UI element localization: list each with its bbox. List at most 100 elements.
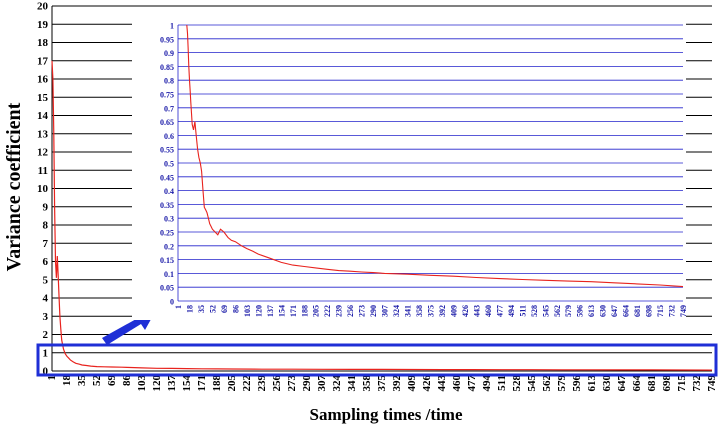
x-tick-label: 749: [706, 375, 718, 392]
inset-gridlines: [177, 24, 683, 302]
x-tick-label: 120: [151, 375, 163, 392]
y-tick-label: 0.2: [164, 242, 174, 251]
x-tick-label: 205: [226, 375, 238, 392]
y-tick-label: 1: [170, 22, 174, 31]
y-tick-label: 16: [37, 74, 49, 86]
y-tick-label: 0.4: [164, 187, 174, 196]
x-tick-label: 103: [243, 305, 252, 317]
x-tick-label: 426: [421, 375, 433, 392]
inset-background: [132, 14, 686, 320]
x-tick-label: 188: [300, 305, 309, 317]
x-tick-label: 494: [507, 305, 516, 317]
x-tick-label: 494: [481, 375, 493, 392]
x-tick-label: 307: [316, 375, 328, 392]
y-tick-label: 10: [37, 183, 49, 195]
y-tick-label: 0.6: [164, 132, 174, 141]
y-tick-label: 6: [43, 256, 49, 268]
x-tick-label: 69: [106, 375, 118, 387]
x-tick-label: 681: [633, 305, 642, 317]
x-tick-label: 613: [587, 305, 596, 317]
x-tick-label: 341: [346, 375, 358, 392]
x-tick-label: 137: [166, 375, 178, 392]
x-tick-label: 426: [461, 305, 470, 317]
y-tick-label: 0.55: [160, 146, 174, 155]
x-tick-label: 324: [392, 305, 401, 317]
highlight-box: [36, 343, 718, 377]
y-tick-label: 0.65: [160, 118, 174, 127]
x-tick-label: 664: [631, 375, 643, 392]
x-tick-label: 290: [369, 305, 378, 317]
x-tick-label: 154: [277, 305, 286, 317]
x-tick-label: 579: [564, 305, 573, 317]
y-tick-label: 8: [43, 220, 49, 232]
x-tick-label: 630: [601, 375, 613, 392]
y-tick-label: 17: [37, 55, 49, 67]
x-tick-label: 222: [241, 375, 253, 392]
y-tick-label: 5: [43, 274, 49, 286]
y-tick-label: 20: [37, 1, 49, 13]
y-tick-label: 12: [37, 147, 49, 159]
y-tick-label: 4: [43, 293, 49, 305]
inset-series-line: [186, 24, 684, 288]
y-tick-label: 0.3: [164, 215, 174, 224]
x-tick-label: 256: [346, 305, 355, 317]
x-tick-label: 154: [181, 375, 193, 392]
x-tick-label: 698: [645, 305, 654, 317]
x-tick-label: 647: [610, 305, 619, 317]
x-tick-label: 290: [301, 375, 313, 392]
y-tick-label: 2: [43, 329, 49, 341]
x-tick-label: 596: [576, 305, 585, 317]
y-tick-label: 15: [37, 92, 49, 104]
y-tick-label: 0.85: [160, 63, 174, 72]
x-tick-label: 477: [466, 375, 478, 392]
inset-x-ticks: 1 18 35 52 69 86 103 120 137 154 171 188 205 222 239 25…: [174, 305, 688, 317]
x-tick-label: 545: [526, 375, 538, 392]
y-tick-label: 0.1: [164, 270, 174, 279]
x-tick-label: 409: [406, 375, 418, 392]
y-tick-label: 0.5: [164, 160, 174, 169]
y-tick-label: 3: [43, 311, 49, 323]
x-tick-label: 749: [679, 305, 688, 317]
x-tick-label: 409: [449, 305, 458, 317]
x-tick-label: 324: [331, 375, 343, 392]
x-tick-label: 562: [553, 305, 562, 317]
y-tick-label: 0.15: [160, 256, 174, 265]
x-tick-label: 613: [586, 375, 598, 392]
x-tick-label: 477: [495, 305, 504, 317]
x-tick-label: 120: [254, 305, 263, 317]
y-axis-label: Variance coefficient: [3, 102, 25, 271]
x-tick-label: 239: [335, 305, 344, 317]
y-tick-label: 11: [38, 165, 48, 177]
x-tick-label: 443: [472, 305, 481, 317]
inset-chart: 0 0.05 0.1 0.15 0.2 0.25 0.3 0.35 0.4 0.45 0.5 0.55…: [132, 14, 688, 320]
x-tick-label: 188: [211, 375, 223, 392]
x-tick-label: 52: [91, 375, 103, 387]
y-tick-label: 0.95: [160, 35, 174, 44]
x-tick-label: 35: [76, 375, 88, 387]
y-tick-label: 7: [43, 238, 49, 250]
y-tick-label: 13: [37, 128, 49, 140]
y-tick-label: 0: [170, 298, 174, 307]
x-tick-label: 171: [196, 375, 208, 392]
x-tick-label: 205: [312, 305, 321, 317]
x-tick-label: 664: [622, 305, 631, 317]
y-tick-label: 0.7: [164, 104, 174, 113]
x-tick-label: 681: [646, 375, 658, 392]
x-tick-label: 52: [208, 305, 217, 313]
y-tick-label: 0.8: [164, 77, 174, 86]
main-series-line: [51, 60, 713, 371]
x-tick-label: 630: [599, 305, 608, 317]
y-tick-label: 14: [37, 110, 49, 122]
x-tick-label: 545: [541, 305, 550, 317]
x-tick-label: 528: [511, 375, 523, 392]
x-tick-label: 222: [323, 305, 332, 317]
main-x-ticks: 1 18 35 52 69 86 103 120 137 154 171 188 205 222 239 25…: [46, 375, 718, 392]
x-tick-label: 392: [391, 375, 403, 392]
x-tick-label: 732: [668, 305, 677, 317]
y-tick-label: 0.9: [164, 49, 174, 58]
x-tick-label: 256: [271, 375, 283, 392]
x-tick-label: 171: [289, 305, 298, 317]
y-tick-label: 0: [43, 366, 49, 378]
x-tick-label: 1: [46, 375, 58, 381]
